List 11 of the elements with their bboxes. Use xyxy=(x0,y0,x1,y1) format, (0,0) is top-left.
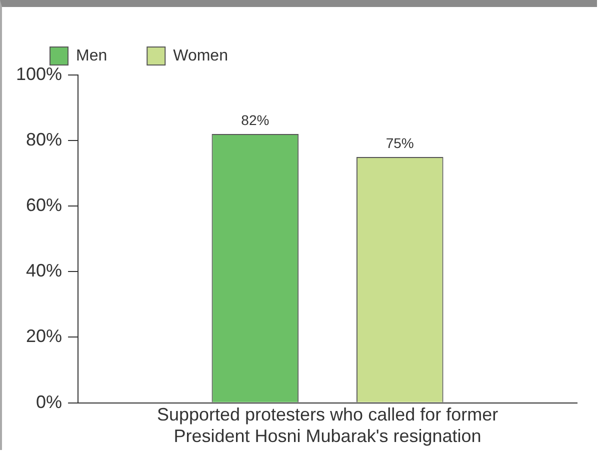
y-tick-label: 100% xyxy=(16,64,62,84)
y-tick-label: 60% xyxy=(26,195,62,216)
y-tick-label: 20% xyxy=(26,326,62,346)
data-label: 75% xyxy=(386,134,414,151)
y-tick-label: 80% xyxy=(26,130,62,150)
y-tick-label: 0% xyxy=(36,392,62,412)
y-tick-label: 40% xyxy=(26,260,62,281)
data-label: 82% xyxy=(241,112,270,128)
x-tick-label: Supported protesters who called for former President Hosni Mubarak's resignation xyxy=(156,404,498,446)
legend-label: Women xyxy=(173,47,228,64)
legend-label: Men xyxy=(76,47,108,64)
